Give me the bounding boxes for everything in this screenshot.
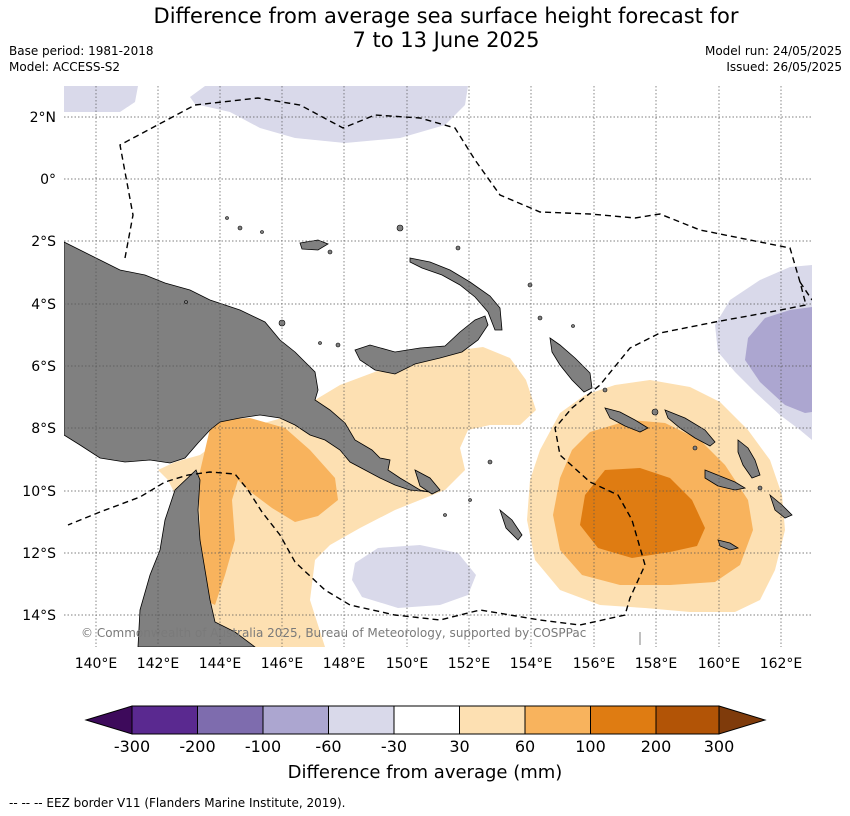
- lon-label: 142°E: [137, 656, 180, 672]
- colorbar-tick-label: -300: [114, 737, 150, 756]
- colorbar-tick-label: -30: [381, 737, 407, 756]
- land-makira: [704, 469, 747, 491]
- lat-label: 8°S: [31, 421, 56, 437]
- lat-label: 12°S: [22, 546, 56, 562]
- colorbar-tick-label: -60: [315, 737, 341, 756]
- colorbar-tick-label: 200: [641, 737, 672, 756]
- land-guadalcanal: [604, 407, 649, 433]
- lon-label: 140°E: [75, 656, 118, 672]
- colorbar-swatch: [328, 705, 395, 735]
- land-bougainville: [549, 337, 593, 393]
- neg-anomaly-east-core: [745, 307, 812, 413]
- eez-footnote: -- -- -- EEZ border V11 (Flanders Marine…: [9, 796, 346, 810]
- pos-anomaly-coral-sea-west: [158, 347, 536, 647]
- issued-date: Issued: 26/05/2025: [726, 60, 842, 74]
- neg-anomaly-north-center: [190, 86, 468, 143]
- lon-label: 150°E: [386, 656, 429, 672]
- lon-label: 160°E: [698, 656, 741, 672]
- title-line-2: 7 to 13 June 2025: [352, 28, 540, 52]
- lat-label: 4°S: [31, 297, 56, 313]
- land-cape-york: [137, 469, 256, 647]
- lon-label: 162°E: [760, 656, 803, 672]
- colorbar-swatch: [131, 705, 198, 735]
- colorbar-swatch: [393, 705, 460, 735]
- lat-label: 0°: [40, 172, 56, 188]
- land-new-guinea-west: [64, 241, 431, 493]
- lon-label: 146°E: [261, 656, 304, 672]
- land-manus: [299, 239, 329, 251]
- eez-border: [67, 97, 807, 626]
- base-period: Base period: 1981-2018: [9, 44, 154, 58]
- model-name: Model: ACCESS-S2: [9, 60, 121, 74]
- lon-label: 152°E: [448, 656, 491, 672]
- colorbar-title: Difference from average (mm): [288, 762, 563, 783]
- lon-label: 156°E: [573, 656, 616, 672]
- land-new-ireland: [409, 257, 503, 331]
- land-malaita: [664, 409, 716, 447]
- lat-label: 10°S: [22, 484, 56, 500]
- gridlines: [64, 86, 812, 647]
- colorbar-swatch: [655, 705, 720, 735]
- colorbar-tick-label: -100: [245, 737, 281, 756]
- latitude-labels: 2°N 0° 2°S 4°S 6°S 8°S 10°S 12°S 14°S: [22, 110, 56, 624]
- meta-left: Base period: 1981-2018 Model: ACCESS-S2: [9, 43, 154, 75]
- colorbar-swatch: [262, 705, 329, 735]
- colorbar-tick-label: 30: [449, 737, 469, 756]
- map-title: Difference from average sea surface heig…: [0, 4, 850, 52]
- colorbar-swatch: [524, 705, 591, 735]
- land-vanuatu-north: [737, 439, 761, 479]
- neg-anomaly-north: [64, 86, 138, 112]
- lat-label: 2°S: [31, 234, 56, 250]
- lat-label: 14°S: [22, 608, 56, 624]
- land-new-britain: [354, 315, 489, 375]
- lon-label: 154°E: [510, 656, 553, 672]
- colorbar-swatch: [197, 705, 264, 735]
- copyright-notice: © Commonwealth of Australia 2025, Bureau…: [81, 626, 587, 640]
- land-rossel: [717, 539, 740, 551]
- map-area: [64, 86, 812, 647]
- colorbar-tick-label: 100: [575, 737, 606, 756]
- pos-anomaly-coral-sea-core: [580, 468, 705, 558]
- lon-label: 158°E: [635, 656, 678, 672]
- neg-anomaly-south: [352, 545, 476, 608]
- negative-anomaly-fields: [64, 86, 812, 608]
- colorbar: -300 -200 -100 -60 -30 30 60 100 200 300…: [84, 705, 767, 783]
- lat-label: 6°S: [31, 359, 56, 375]
- colorbar-tick-label: -200: [179, 737, 215, 756]
- lon-label: 144°E: [199, 656, 242, 672]
- land-fergusson: [414, 469, 441, 495]
- pos-anomaly-gulf: [198, 418, 338, 605]
- colorbar-tick-label: 60: [515, 737, 535, 756]
- title-line-1: Difference from average sea surface heig…: [153, 4, 739, 28]
- colorbar-swatch: [590, 705, 657, 735]
- lat-label: 2°N: [30, 110, 56, 126]
- meta-right: Model run: 24/05/2025 Issued: 26/05/2025: [705, 43, 842, 75]
- land-masses: [64, 239, 793, 647]
- eez-border-east: [799, 281, 812, 301]
- model-run: Model run: 24/05/2025: [704, 44, 842, 58]
- lon-label: 148°E: [323, 656, 366, 672]
- colorbar-swatch: [459, 705, 526, 735]
- colorbar-max-extension: [718, 705, 767, 735]
- colorbar-min-extension: [84, 705, 133, 735]
- colorbar-tick-label: 300: [704, 737, 735, 756]
- longitude-labels: 140°E 142°E 144°E 146°E 148°E 150°E 152°…: [75, 656, 803, 672]
- land-woodlark: [499, 508, 523, 541]
